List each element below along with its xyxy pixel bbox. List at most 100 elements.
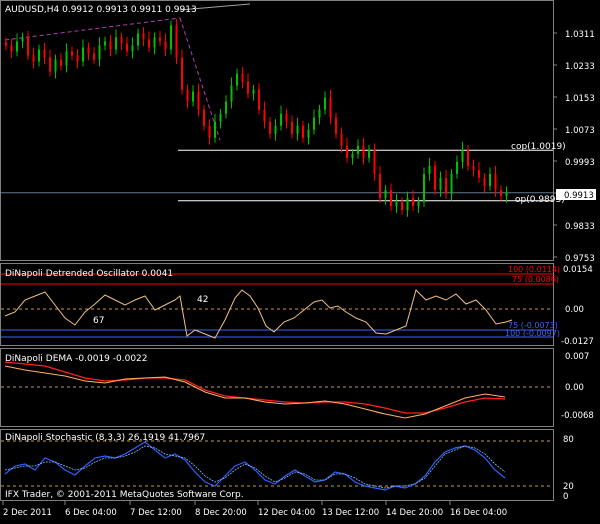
- candle-body: [131, 45, 134, 52]
- stoch-axis-label: 20: [563, 482, 574, 492]
- candle-body: [181, 57, 183, 90]
- candle-body: [291, 121, 293, 134]
- candle-body: [104, 41, 106, 46]
- dema-fast-line: [4, 365, 506, 419]
- stochastic-main-line: [4, 441, 506, 491]
- candle-body: [406, 197, 409, 211]
- candle-body: [351, 153, 354, 158]
- osc-axis-label: -0.0127: [561, 337, 594, 347]
- candle-body: [489, 173, 491, 186]
- candle-body: [98, 45, 101, 60]
- osc-level-label-100-bottom: 100 (-0.0097): [505, 329, 560, 338]
- candle-body: [115, 37, 117, 50]
- candle-body: [142, 33, 145, 40]
- candle-body: [54, 59, 57, 72]
- candle-body: [236, 73, 238, 86]
- candle-body: [302, 125, 304, 138]
- time-label: 8 Dec 20:00: [195, 508, 247, 518]
- time-label: 6 Dec 04:00: [65, 508, 117, 518]
- osc-trough-label: 67: [93, 316, 104, 326]
- candle-body: [230, 85, 233, 102]
- main-price-panel[interactable]: [0, 0, 554, 261]
- candle-body: [76, 55, 79, 62]
- candle-body: [192, 91, 194, 102]
- candle-body: [472, 165, 475, 170]
- candle-body: [461, 149, 464, 162]
- candle-body: [318, 109, 321, 118]
- candle-body: [450, 173, 453, 194]
- candle-body: [428, 165, 431, 174]
- candle-body: [252, 89, 255, 94]
- oscillator-panel[interactable]: [0, 263, 554, 346]
- oscillator-title: DiNapoli Detrended Oscillator 0.0041: [5, 269, 173, 279]
- time-label: 16 Dec 04:00: [450, 508, 507, 518]
- detrended-oscillator-line: [4, 289, 513, 339]
- candle-body: [324, 97, 326, 110]
- candle-body: [148, 39, 150, 48]
- candle-body: [395, 202, 398, 207]
- candle-body: [296, 125, 299, 134]
- candle-body: [401, 202, 403, 211]
- osc-level-label-75-top: 75 (0.0086): [512, 275, 559, 284]
- candle-body: [219, 113, 222, 122]
- candle-body: [483, 177, 486, 186]
- osc-level-label-100-top: 100 (0.0114): [508, 265, 560, 274]
- main-panel-title: AUDUSD,H4 0.9912 0.9913 0.9911 0.9913: [5, 5, 197, 15]
- candle-body: [137, 33, 139, 46]
- candle-body: [340, 133, 343, 146]
- candle-body: [82, 47, 84, 62]
- time-label: 14 Dec 20:00: [386, 508, 443, 518]
- candle-body: [494, 173, 497, 190]
- candle-body: [412, 197, 414, 207]
- price-label: 1.0153: [565, 94, 595, 104]
- dema-slow-line: [4, 361, 506, 414]
- stochastic-title: DiNapoli Stochastic (8,3,3) 26.1919 41.7…: [5, 433, 205, 443]
- candle-body: [269, 121, 271, 134]
- dema-title: DiNapoli DEMA -0.0019 -0.0022: [5, 354, 148, 364]
- price-label: 0.9993: [565, 158, 595, 168]
- current-price-label: 0.9913: [564, 191, 594, 201]
- candle-body: [258, 89, 260, 110]
- candle-body: [285, 113, 288, 122]
- dema-axis-label: 0.007: [565, 352, 589, 362]
- candle-body: [16, 41, 18, 52]
- osc-axis-label: 0.00: [565, 305, 584, 315]
- candle-body: [423, 173, 425, 203]
- candle-body: [175, 25, 178, 58]
- candle-body: [225, 101, 227, 114]
- candle-body: [467, 149, 469, 166]
- candle-body: [93, 53, 95, 60]
- candle-body: [27, 37, 29, 56]
- candle-body: [384, 189, 387, 198]
- candle-body: [87, 47, 90, 54]
- candle-body: [357, 145, 359, 154]
- candle-body: [5, 42, 7, 46]
- time-label: 13 Dec 12:00: [322, 508, 379, 518]
- dema-axis-label: -0.0068: [561, 411, 594, 421]
- candle-body: [241, 73, 244, 82]
- candle-body: [120, 37, 123, 44]
- stochastic-signal-line: [4, 445, 506, 489]
- candle-body: [71, 51, 73, 56]
- current-price-box: [556, 189, 596, 200]
- candle-body: [43, 49, 46, 58]
- stoch-axis-label: 80: [563, 435, 574, 445]
- price-label: 1.0311: [565, 30, 595, 40]
- candle-body: [159, 37, 161, 42]
- candle-body: [307, 129, 310, 138]
- candle-body: [32, 55, 35, 62]
- candle-body: [368, 149, 370, 158]
- candle-body: [247, 81, 249, 94]
- candle-body: [390, 189, 392, 207]
- candle-body: [164, 41, 167, 50]
- candle-body: [379, 173, 381, 198]
- candle-body: [10, 45, 13, 52]
- candle-body: [313, 117, 315, 130]
- price-label: 1.0073: [565, 126, 595, 136]
- candle-body: [445, 177, 447, 194]
- op-level-label: op(0.9893): [515, 195, 565, 205]
- candle-body: [417, 202, 420, 207]
- candle-body: [49, 57, 51, 72]
- stoch-axis-label: 0: [563, 492, 568, 502]
